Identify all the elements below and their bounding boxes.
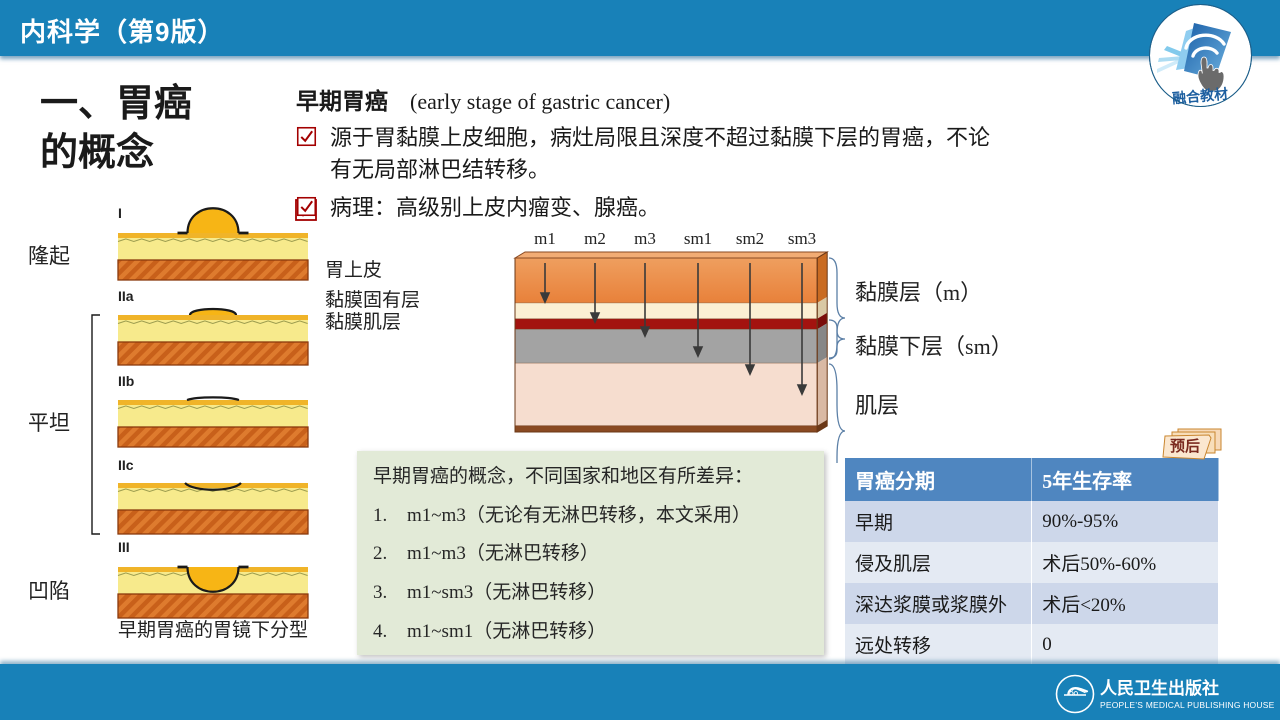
svg-text:预后: 预后 [1170, 438, 1200, 455]
svg-text:IIa: IIa [118, 288, 134, 304]
svg-text:I: I [118, 205, 122, 221]
svg-text:黏膜固有层: 黏膜固有层 [325, 289, 420, 311]
svg-text:sm2: sm2 [736, 229, 764, 248]
svg-text:黏膜层（m）: 黏膜层（m） [855, 280, 982, 305]
svg-text:sm3: sm3 [788, 229, 816, 248]
svg-text:黏膜下层（sm）: 黏膜下层（sm） [855, 334, 1013, 359]
svg-text:黏膜肌层: 黏膜肌层 [325, 311, 401, 333]
svg-text:m1: m1 [534, 229, 556, 248]
svg-text:胃上皮: 胃上皮 [325, 259, 382, 281]
svg-text:早期胃癌的胃镜下分型: 早期胃癌的胃镜下分型 [118, 619, 308, 641]
svg-text:IIb: IIb [118, 373, 134, 389]
svg-text:m2: m2 [584, 229, 606, 248]
svg-text:平坦: 平坦 [28, 412, 70, 435]
svg-text:III: III [118, 539, 130, 555]
svg-text:IIc: IIc [118, 457, 134, 473]
svg-text:m3: m3 [634, 229, 656, 248]
svg-text:凹陷: 凹陷 [28, 580, 70, 603]
svg-text:隆起: 隆起 [28, 245, 70, 268]
svg-text:肌层: 肌层 [855, 393, 899, 418]
svg-text:sm1: sm1 [684, 229, 712, 248]
